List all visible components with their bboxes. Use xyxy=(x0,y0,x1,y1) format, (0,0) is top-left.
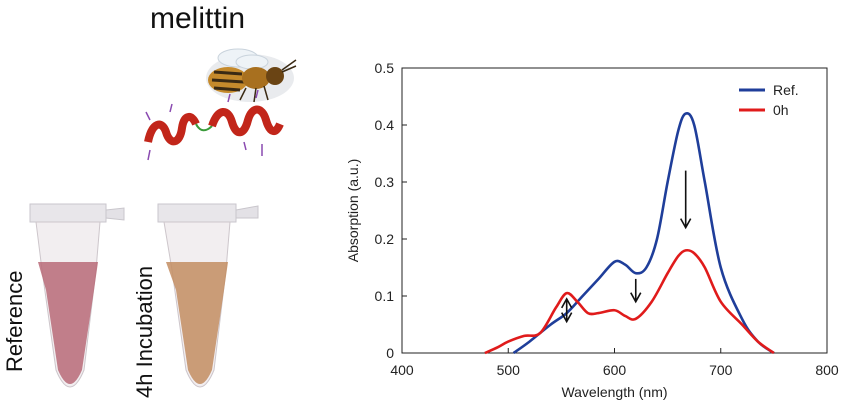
legend-label: 0h xyxy=(773,102,789,118)
series-line-0h xyxy=(484,248,775,355)
figure-title: melittin xyxy=(150,2,246,35)
x-tick-label: 500 xyxy=(497,362,521,378)
x-tick-label: 600 xyxy=(603,362,627,378)
y-tick-label: 0 xyxy=(386,345,394,361)
y-tick-label: 0.2 xyxy=(375,231,395,247)
y-tick-label: 0.1 xyxy=(375,288,395,304)
tick-layer: 400 500 600 700 800 0 0.1 0.2 0.3 0.4 0.5 xyxy=(375,60,839,378)
y-tick-label: 0.4 xyxy=(375,117,395,133)
x-tick-label: 700 xyxy=(709,362,733,378)
reference-tube-label: Reference xyxy=(2,270,27,372)
annotation-arrow-head-up xyxy=(560,297,573,309)
bee-image xyxy=(206,48,297,103)
incubation-tube-label: 4h Incubation xyxy=(132,265,157,398)
x-tick-label: 800 xyxy=(815,362,839,378)
illustration-panel xyxy=(29,48,297,388)
x-tick-label: 400 xyxy=(390,362,414,378)
incubation-tube-image xyxy=(157,203,259,388)
peptide-structure-image xyxy=(144,89,284,161)
annotation-arrow-head xyxy=(560,312,573,324)
annotation-arrow-head xyxy=(630,292,642,304)
annotation-arrow-head xyxy=(679,218,692,230)
x-axis-label: Wavelength (nm) xyxy=(561,384,667,400)
absorption-chart: 400 500 600 700 800 0 0.1 0.2 0.3 0.4 0.5 Waveleng… xyxy=(345,60,839,400)
series-line-ref xyxy=(512,112,775,355)
y-tick-label: 0.5 xyxy=(375,60,395,76)
annotation-layer xyxy=(560,170,692,324)
y-tick-label: 0.3 xyxy=(375,174,395,190)
series-layer xyxy=(484,112,775,355)
legend: Ref. 0h xyxy=(739,82,799,118)
legend-label: Ref. xyxy=(773,82,799,98)
reference-tube-image xyxy=(29,203,125,388)
y-axis-label: Absorption (a.u.) xyxy=(345,159,361,263)
